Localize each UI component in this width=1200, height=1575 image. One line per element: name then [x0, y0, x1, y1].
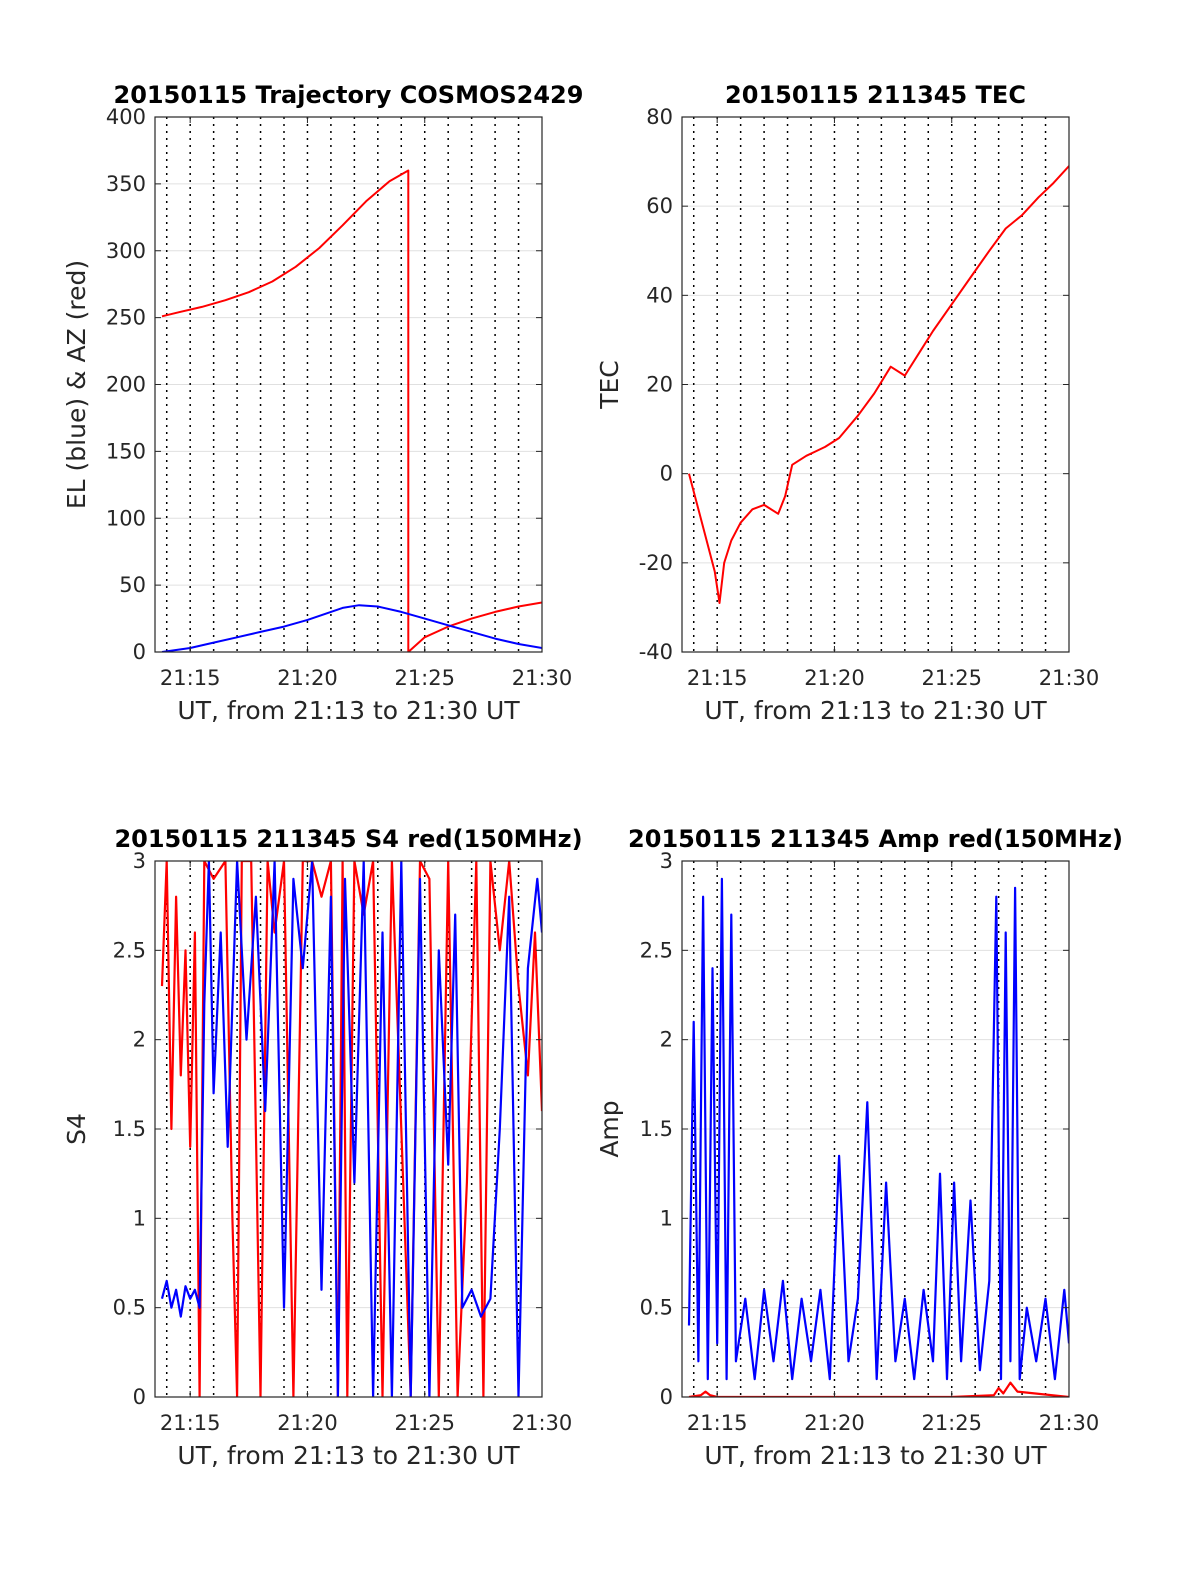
s4-x-tick-label: 21:25	[394, 1411, 455, 1435]
amp-x-tick-label: 21:25	[921, 1411, 982, 1435]
s4-series-blue-line	[160, 861, 542, 1397]
amp-y-tick-label: 1	[660, 1206, 673, 1230]
trajectory-y-tick-label: 100	[106, 506, 146, 530]
amp-x-axis-label: UT, from 21:13 to 21:30 UT	[704, 1441, 1047, 1470]
tec-y-tick-label: -40	[639, 640, 673, 664]
tec-title: 20150115 211345 TEC	[725, 81, 1026, 109]
amp-y-axis-label: Amp	[595, 1100, 624, 1157]
tec-chart: -40 -20 0 20 40 60 80 21:15 21:20 21:25 21:30 20150…	[595, 81, 1099, 725]
tec-y-tick-label: 40	[646, 283, 673, 307]
trajectory-y-tick-label: 400	[106, 105, 146, 129]
trajectory-y-axis-label: EL (blue) & AZ (red)	[62, 260, 91, 509]
trajectory-y-tick-label: 200	[106, 373, 146, 397]
amp-y-tick-label: 3	[660, 849, 673, 873]
trajectory-y-tick-label: 0	[133, 640, 146, 664]
s4-y-tick-label: 0.5	[113, 1296, 146, 1320]
amp-chart: 0 0.5 1 1.5 2 2.5 3 21:15 21:20 21:25 21:30 2015011…	[595, 825, 1123, 1470]
trajectory-y-tick-label: 350	[106, 172, 146, 196]
s4-y-tick-label: 1	[133, 1206, 146, 1230]
s4-y-tick-label: 1.5	[113, 1117, 146, 1141]
trajectory-x-tick-label: 21:25	[394, 666, 455, 690]
amp-series-blue-line	[687, 877, 1069, 1381]
trajectory-chart: 0 50 100 150 200 250 300 350 400 21:15 21:20 21:25 2…	[62, 81, 583, 725]
s4-y-tick-label: 2	[133, 1028, 146, 1052]
trajectory-y-tick-label: 50	[119, 573, 146, 597]
trajectory-y-tick-label: 150	[106, 439, 146, 463]
tec-x-tick-label: 21:15	[687, 666, 748, 690]
s4-y-tick-label: 2.5	[113, 938, 146, 962]
tec-series-red-line	[688, 165, 1069, 604]
tec-x-tick-label: 21:25	[921, 666, 982, 690]
trajectory-series-blue-line	[161, 604, 542, 652]
s4-chart: 0 0.5 1 1.5 2 2.5 3 21:15 21:20 21:25 21:30 2015011…	[62, 825, 583, 1470]
tec-x-tick-label: 21:30	[1039, 666, 1100, 690]
amp-y-tick-label: 2	[660, 1028, 673, 1052]
trajectory-x-axis-label: UT, from 21:13 to 21:30 UT	[177, 696, 520, 725]
amp-y-tick-label: 0	[660, 1385, 673, 1409]
tec-x-axis-label: UT, from 21:13 to 21:30 UT	[704, 696, 1047, 725]
tec-y-tick-label: 0	[660, 462, 673, 486]
s4-title: 20150115 211345 S4 red(150MHz)	[114, 825, 582, 853]
s4-y-tick-label: 3	[133, 849, 146, 873]
trajectory-y-tick-label: 250	[106, 306, 146, 330]
s4-x-tick-label: 21:30	[512, 1411, 573, 1435]
s4-y-axis-label: S4	[62, 1113, 91, 1145]
amp-title: 20150115 211345 Amp red(150MHz)	[628, 825, 1123, 853]
s4-x-tick-label: 21:15	[160, 1411, 221, 1435]
trajectory-series-red-line	[161, 169, 542, 652]
amp-x-tick-label: 21:15	[687, 1411, 748, 1435]
trajectory-title: 20150115 Trajectory COSMOS2429	[114, 81, 584, 109]
amp-y-tick-label: 2.5	[640, 938, 673, 962]
amp-x-tick-label: 21:20	[804, 1411, 865, 1435]
tec-y-axis-label: TEC	[595, 360, 624, 410]
tec-y-tick-label: 80	[646, 105, 673, 129]
amp-y-tick-label: 0.5	[640, 1296, 673, 1320]
trajectory-x-tick-label: 21:30	[512, 666, 573, 690]
s4-x-tick-label: 21:20	[277, 1411, 338, 1435]
amp-y-tick-label: 1.5	[640, 1117, 673, 1141]
tec-y-tick-label: -20	[639, 551, 673, 575]
tec-y-tick-label: 20	[646, 373, 673, 397]
s4-y-tick-label: 0	[133, 1385, 146, 1409]
amp-series-red-line	[688, 1381, 1069, 1397]
trajectory-x-tick-label: 21:15	[160, 666, 221, 690]
s4-x-axis-label: UT, from 21:13 to 21:30 UT	[177, 1441, 520, 1470]
trajectory-x-tick-label: 21:20	[277, 666, 338, 690]
amp-x-tick-label: 21:30	[1039, 1411, 1100, 1435]
trajectory-y-tick-label: 300	[106, 239, 146, 263]
tec-x-tick-label: 21:20	[804, 666, 865, 690]
tec-y-tick-label: 60	[646, 194, 673, 218]
